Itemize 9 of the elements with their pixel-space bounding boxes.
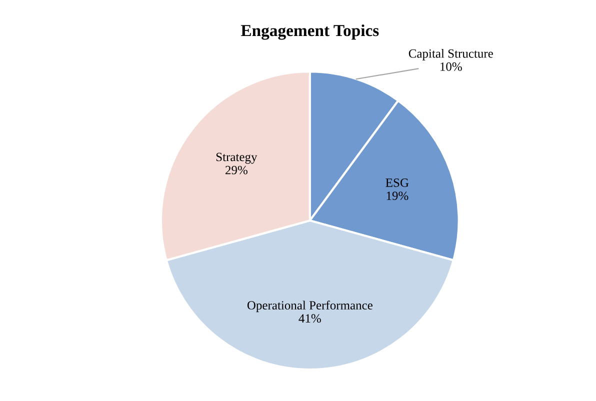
slice-label: ESG xyxy=(386,178,409,187)
slice-label: Capital Structure xyxy=(408,48,493,60)
data-label: 19% xyxy=(386,192,408,200)
chart-title: Engagement Topics xyxy=(240,24,379,40)
data-label: 29% xyxy=(226,166,248,174)
data-label: 10% xyxy=(440,62,462,71)
data-label: 41% xyxy=(298,314,321,323)
slice-label: Strategy xyxy=(216,152,258,164)
slice-label: Operational Performance xyxy=(247,300,372,312)
